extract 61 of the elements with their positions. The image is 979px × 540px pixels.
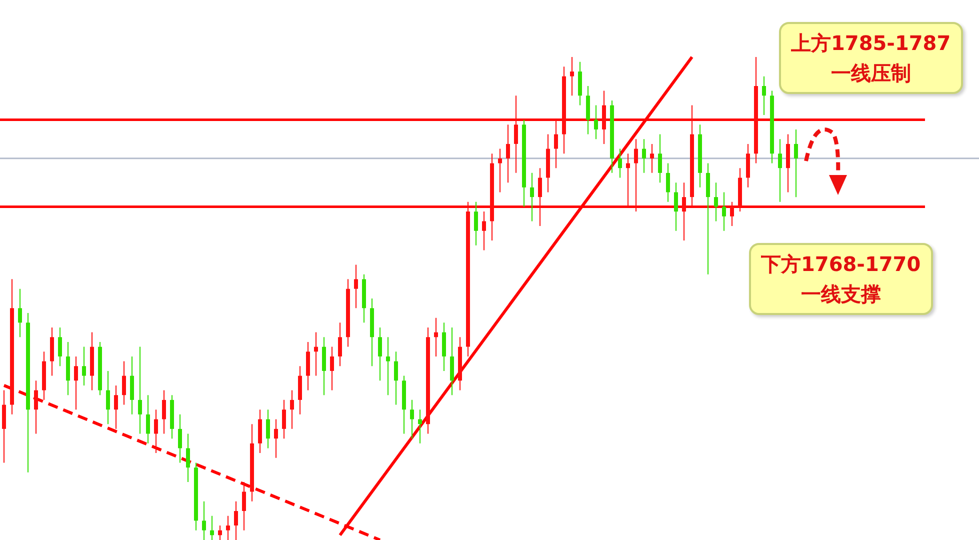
candlestick [514,95,518,174]
candlestick [722,192,726,232]
candlestick [434,317,438,357]
candlestick [410,399,414,440]
candlestick [266,409,270,449]
candlestick [58,326,62,367]
annotation: 下方1768-1770 一线支撑 [749,243,933,315]
candlestick [794,128,798,198]
candlestick [290,390,294,430]
candlestick [682,182,686,242]
candlestick [162,390,166,434]
candlestick [226,515,230,540]
candlestick [282,399,286,440]
candlestick [354,264,358,309]
candlestick [482,211,486,251]
candlestick [506,124,510,184]
candlestick [106,370,110,425]
candlestick [202,500,206,540]
candlestick [314,332,318,376]
candlestick [82,346,86,386]
candlestick [338,322,342,367]
candlestick [618,148,622,178]
candlestick [498,148,502,193]
candlestick [674,182,678,232]
candlestick [658,134,662,184]
candlestick [554,119,558,169]
candlestick [330,346,334,391]
candlestick [650,143,654,174]
candlestick [530,172,534,222]
candlestick [114,384,118,430]
candlestick [714,182,718,222]
candlestick [234,500,238,540]
candlestick [626,153,630,208]
candlestick [122,360,126,406]
candlestick [18,288,22,338]
candlestick [634,138,638,212]
candlestick [642,138,646,174]
candlestick [394,351,398,406]
candlestick [418,409,422,444]
candlestick [538,168,542,227]
candlestick [570,56,574,96]
candlestick [274,418,278,458]
candlestick [146,394,150,444]
candlestick [74,356,78,410]
annotation: 上方1785-1787 一线压制 [779,22,963,94]
candlestick [178,414,182,464]
candlestick [210,515,214,540]
candlestick [666,162,670,202]
candlestick [34,380,38,434]
candlestick [386,336,390,396]
candlestick [730,201,734,227]
candlestick [242,482,246,531]
candlestick [474,201,478,246]
candlestick [762,76,766,116]
candlestick [378,326,382,382]
candlestick [594,104,598,140]
candlestick [778,138,782,202]
candlestick [138,346,142,434]
candlestick [218,525,222,540]
candlestick [154,409,158,454]
candlestick [186,433,190,483]
